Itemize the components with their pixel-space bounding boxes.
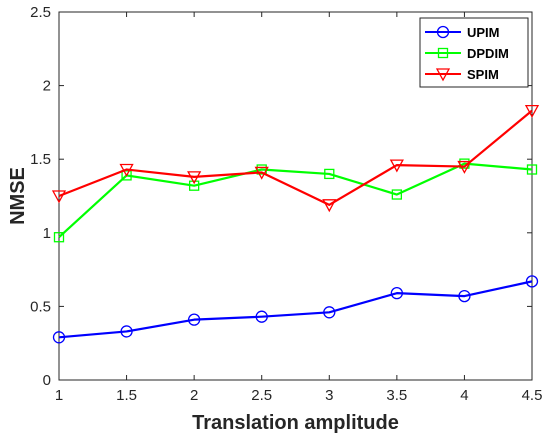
series-upim-point	[390, 287, 404, 300]
series-spim-line	[58, 109, 533, 206]
plot-area	[51, 104, 540, 344]
y-tick-label: 2	[43, 78, 51, 95]
y-tick-label: 1	[43, 225, 51, 242]
series-upim	[52, 275, 539, 344]
legend-spim-label: SPIM	[467, 67, 499, 82]
series-spim-point	[322, 199, 337, 213]
series-spim-point	[187, 171, 202, 185]
x-tick-label: 2.5	[251, 387, 272, 404]
series-upim-point	[458, 289, 471, 303]
series-spim-point	[254, 166, 269, 180]
series-dpdim	[53, 158, 538, 243]
x-axis-label: Translation amplitude	[192, 412, 399, 434]
series-upim-line	[58, 280, 533, 339]
x-tick-label: 1	[55, 387, 63, 404]
x-tick-label: 1.5	[116, 387, 137, 404]
series-dpdim-point	[391, 189, 403, 200]
series-spim-point	[51, 190, 67, 204]
series-dpdim-point	[121, 170, 132, 181]
legend-upim-point	[436, 25, 450, 39]
legend-upim-label: UPIM	[467, 25, 500, 40]
series-spim	[51, 104, 540, 213]
series-dpdim-point	[53, 232, 65, 243]
x-tick-label: 4.5	[522, 387, 543, 404]
y-tick-label: 1.5	[30, 151, 51, 168]
series-spim-point	[524, 104, 540, 118]
legend-dpdim-point	[437, 47, 449, 59]
series-dpdim-point	[324, 168, 335, 180]
legend-dpdim-label: DPDIM	[467, 46, 509, 61]
series-spim-point	[389, 159, 404, 173]
series-upim-point	[52, 331, 66, 344]
series-dpdim-point	[188, 180, 200, 191]
series-dpdim-point	[526, 164, 538, 175]
series-upim-point	[120, 325, 133, 338]
y-tick-label: 0.5	[30, 298, 51, 315]
series-upim-point	[323, 306, 336, 319]
y-axis-label: NMSE	[7, 167, 29, 225]
series-spim-point	[119, 163, 134, 177]
y-tick-label: 2.5	[30, 4, 51, 21]
x-tick-label: 3	[325, 387, 333, 404]
series-upim-point	[255, 310, 268, 323]
legend-spim-point	[435, 68, 451, 82]
series-dpdim-line	[58, 162, 533, 239]
x-tick-label: 4	[460, 387, 468, 404]
series-upim-point	[187, 313, 201, 326]
legend: UPIM DPDIM SPIM	[419, 17, 529, 88]
axes: 1 1.5 2 2.5 3 3.5 4 4.5 0 0.5 1 1.5 2 2.5	[30, 4, 542, 404]
x-tick-label: 2	[190, 387, 198, 404]
series-spim-point	[457, 160, 472, 174]
y-tick-label: 0	[43, 372, 51, 389]
x-tick-label: 3.5	[386, 387, 407, 404]
series-upim-point	[525, 275, 539, 288]
